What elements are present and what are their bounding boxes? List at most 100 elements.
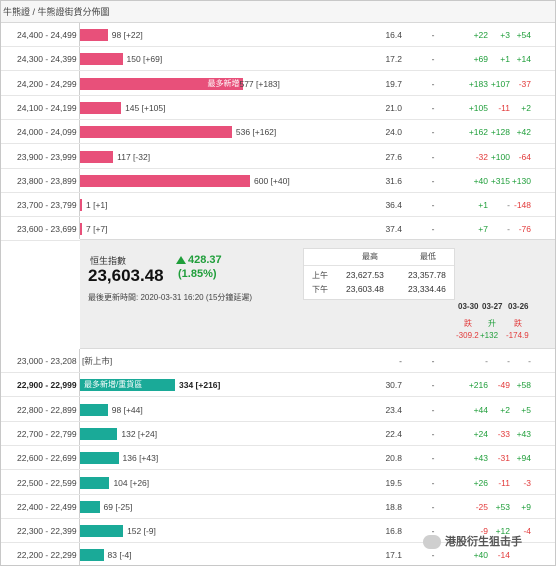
table-row[interactable]: 23,000 - 23,208 [新上市] - - - - - (1, 349, 555, 373)
secondary-value: - (431, 428, 435, 439)
outstanding-count: 98 [+22] (111, 30, 143, 40)
am-low: 23,357.78 (408, 270, 446, 280)
table-row[interactable]: 22,800 - 22,899 98 [+44] 23.4 - +44 +2 +5 (1, 398, 555, 422)
watermark: 港股衍生狙击手 (423, 531, 522, 553)
daily-change: +14 (516, 54, 531, 65)
table-row[interactable]: 22,500 - 22,599 104 [+26] 19.5 - +26 -11 -3 (1, 471, 555, 495)
daily-change: -11 (498, 102, 510, 113)
table-row[interactable]: 22,600 - 22,699 136 [+43] 20.8 - +43 -31 +94 (1, 446, 555, 471)
up-arrow-icon (176, 256, 186, 264)
secondary-value: - (431, 78, 435, 89)
table-row[interactable]: 22,700 - 22,799 132 [+24] 22.4 - +24 -33 +43 (1, 422, 555, 446)
outstanding-bar (80, 150, 114, 163)
outstanding-count: 150 [+69] (126, 54, 163, 65)
outstanding-count: 145 [+105] (125, 102, 166, 113)
index-value: 23,603.48 (88, 266, 164, 285)
table-row[interactable]: 22,300 - 22,399 152 [-9] 16.8 - -9 +12 -4 (1, 519, 555, 544)
axis-line-top (79, 23, 80, 239)
secondary-value: - (431, 380, 435, 391)
daily-change: +128 (490, 127, 510, 138)
outstanding-count: 7 [+7] (86, 224, 108, 235)
outstanding-bar (80, 101, 122, 114)
heavy-value: 18.8 (385, 501, 402, 512)
daily-change: -14 (497, 550, 510, 561)
daily-change: +94 (516, 453, 531, 464)
daily-change: +40 (473, 175, 488, 186)
daily-change: +3 (500, 30, 510, 40)
table-row[interactable]: 23,600 - 23,699 7 [+7] 37.4- +7- -76 (1, 217, 555, 242)
table-row[interactable]: 24,300 - 24,399 150 [+69] 17.2 - +69 +1 +14 (1, 47, 555, 72)
heavy-value: 36.4 (385, 200, 402, 211)
outstanding-count: 600 [+40] (254, 175, 290, 186)
index-change: 428.37 (188, 254, 222, 266)
daily-change: +40 (473, 550, 488, 561)
day-direction: 跌 (464, 319, 472, 328)
pm-label: 下午 (312, 285, 328, 294)
daily-change: -64 (518, 151, 531, 162)
outstanding-count: 136 [+43] (122, 453, 159, 464)
table-row[interactable]: 23,800 - 23,899 600 [+40] 31.6 - +40 +315 +130 (1, 169, 555, 193)
heavy-value: 30.7 (385, 380, 402, 391)
table-row[interactable]: 24,100 - 24,199 145 [+105] 21.0 - +105 -11 +2 (1, 96, 555, 120)
daily-change: - (507, 356, 510, 366)
strike-range: 24,400 - 24,499 (17, 30, 77, 40)
day-date: 03-27 (482, 302, 503, 311)
bar-tag: 最多新增/重貨區 (84, 380, 143, 390)
daily-change: +107 (490, 78, 510, 89)
outstanding-bar (80, 476, 110, 489)
daily-change: +26 (473, 477, 488, 488)
day-direction: 跌 (514, 319, 522, 328)
daily-change: +7 (478, 224, 488, 235)
low-header: 最低 (420, 252, 436, 261)
outstanding-count: 98 [+44] (111, 404, 143, 415)
secondary-value: - (431, 224, 435, 235)
table-row[interactable]: 23,700 - 23,799 1 [+1] 36.4- +1- -148 (1, 193, 555, 218)
daily-change: -49 (497, 380, 510, 391)
daily-change: -4 (523, 526, 531, 537)
strike-range: 22,300 - 22,399 (17, 526, 77, 537)
outstanding-count: 334 [+216] (179, 380, 221, 391)
table-row[interactable]: 24,400 - 24,499 98 [+22] 16.4 - +22 +3 +54 (1, 23, 555, 47)
high-header: 最高 (362, 252, 378, 261)
daily-change: - (485, 356, 488, 366)
outstanding-bar: 最多新增/重貨區 (80, 379, 175, 392)
daily-change: -37 (518, 78, 531, 89)
strike-range: 22,900 - 22,999 (17, 380, 77, 391)
outstanding-bar (80, 29, 108, 41)
daily-change: +2 (500, 404, 510, 415)
breadcrumb[interactable]: 牛熊證 / 牛熊證街貨分佈圖 (1, 1, 555, 23)
outstanding-bar (80, 126, 232, 139)
strike-range: 23,000 - 23,208 (17, 356, 77, 366)
secondary-value: - (431, 477, 435, 488)
secondary-value: - (431, 550, 435, 561)
outstanding-count: [新上市] (82, 356, 113, 366)
secondary-value: - (431, 200, 435, 211)
table-row[interactable]: 22,900 - 22,999 最多新增/重貨區 334 [+216] 30.7 - +2… (1, 373, 555, 398)
daily-change: +53 (495, 501, 510, 512)
heavy-value: 20.8 (385, 453, 402, 464)
table-row[interactable]: 22,200 - 22,299 83 [-4] 17.1 - +40 -14 (1, 543, 555, 565)
heavy-value: 17.2 (385, 54, 402, 65)
daily-change: +315 (490, 175, 510, 186)
daily-change: +105 (468, 102, 488, 113)
daily-change: -31 (497, 453, 510, 464)
daily-change: - (528, 356, 531, 366)
outstanding-bar (80, 223, 82, 236)
daily-change: +42 (516, 127, 531, 138)
outstanding-bar (80, 525, 124, 538)
daily-change: +69 (473, 54, 488, 65)
table-row[interactable]: 23,900 - 23,999 117 [-32] 27.6 - -32 +100 -64 (1, 145, 555, 169)
daily-change: +43 (473, 453, 488, 464)
daily-change: +216 (468, 380, 488, 391)
strike-range: 23,800 - 23,899 (17, 175, 77, 186)
daily-change: +58 (516, 380, 531, 391)
heavy-value: 27.6 (385, 151, 402, 162)
secondary-value: - (431, 175, 435, 186)
table-row[interactable]: 24,000 - 24,099 536 [+162] 24.0 - +162 +128 +4… (1, 120, 555, 145)
table-row[interactable]: 24,200 - 24,299 最多新增 577 [+183] 19.7 - +183 +1… (1, 72, 555, 96)
day-date: 03-26 (508, 302, 529, 311)
day-change: -174.9 (506, 331, 529, 340)
day-date: 03-30 (458, 302, 479, 311)
table-row[interactable]: 22,400 - 22,499 69 [-25] 18.8 - -25 +53 +9 (1, 495, 555, 519)
